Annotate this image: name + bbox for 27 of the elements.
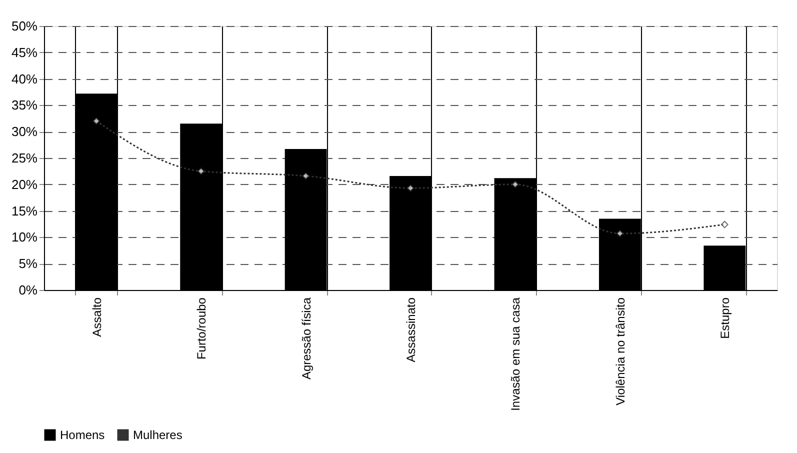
x-tick-label: Furto/roubo (194, 297, 209, 360)
x-tick-label: Agressão física (299, 297, 314, 380)
point (302, 172, 310, 180)
y-tick-label: 5% (18, 256, 38, 272)
y-tick-label: 30% (11, 124, 38, 140)
y-tick-label: 50% (11, 18, 38, 34)
x-tick-label: Estupro (718, 297, 732, 339)
y-tick-label: 0% (18, 282, 38, 298)
point (616, 230, 624, 238)
x-tick-label: Violência no trânsito (613, 297, 628, 406)
point (406, 184, 414, 192)
y-tick-label: 40% (11, 71, 38, 86)
x-tick-label: Assalto (90, 297, 104, 337)
point (197, 168, 205, 175)
y-tick-label: 35% (11, 98, 38, 113)
y-tick-label: 15% (11, 203, 38, 218)
x-tick-label: Invasão em sua casa (508, 297, 523, 411)
legend-label: Homens (60, 428, 105, 442)
y-tick-label: 10% (11, 230, 38, 245)
point (512, 180, 519, 188)
y-tick-label: 45% (11, 44, 38, 60)
point (720, 220, 728, 228)
y-tick-label: 20% (11, 176, 38, 192)
x-tick-label: Assassinato (404, 297, 418, 362)
legend-label: Mulheres (133, 428, 182, 442)
y-tick-label: 25% (11, 150, 38, 166)
point (92, 117, 100, 125)
